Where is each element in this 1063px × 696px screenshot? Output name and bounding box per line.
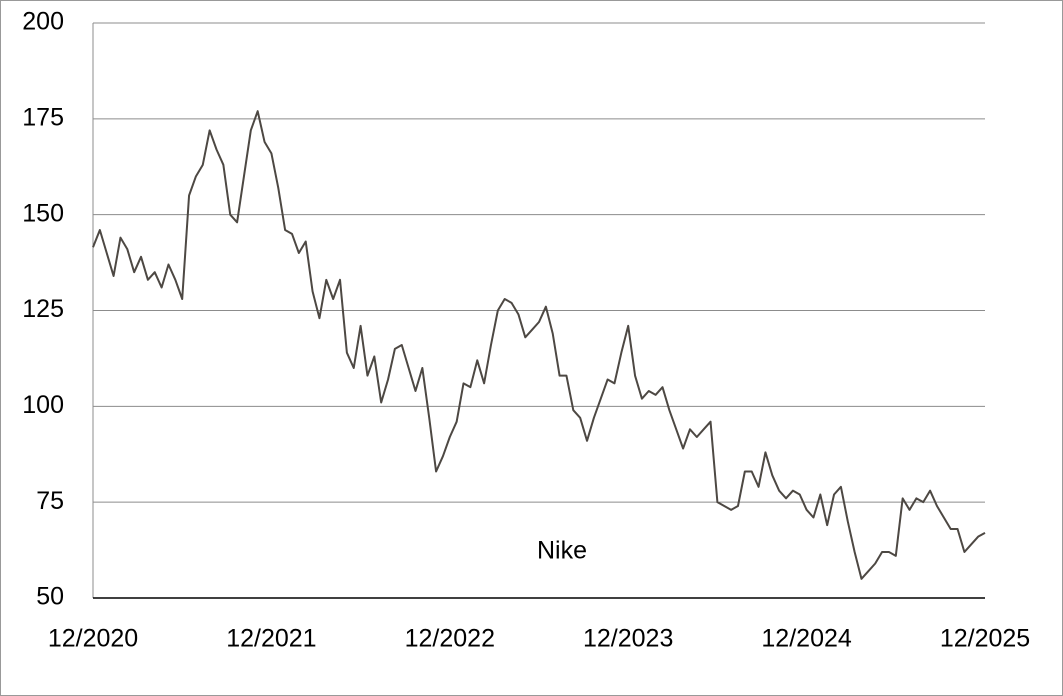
x-tick-label: 12/2022 [405, 625, 495, 653]
price-line [92, 110, 986, 580]
x-tick-label: 12/2020 [48, 625, 138, 653]
x-tick-label: 12/2024 [761, 625, 851, 653]
y-tick-label: 200 [22, 8, 64, 36]
y-tick-label: 175 [22, 103, 64, 131]
x-tick-label: 12/2021 [226, 625, 316, 653]
annotation: Nike [537, 537, 587, 565]
y-tick-label: 75 [36, 487, 64, 515]
y-tick-label: 50 [36, 583, 64, 611]
y-tick-label: 125 [22, 295, 64, 323]
y-tick-label: 150 [22, 199, 64, 227]
x-tick-label: 12/2025 [940, 625, 1030, 653]
x-tick-label: 12/2023 [583, 625, 673, 653]
y-tick-label: 100 [22, 391, 64, 419]
